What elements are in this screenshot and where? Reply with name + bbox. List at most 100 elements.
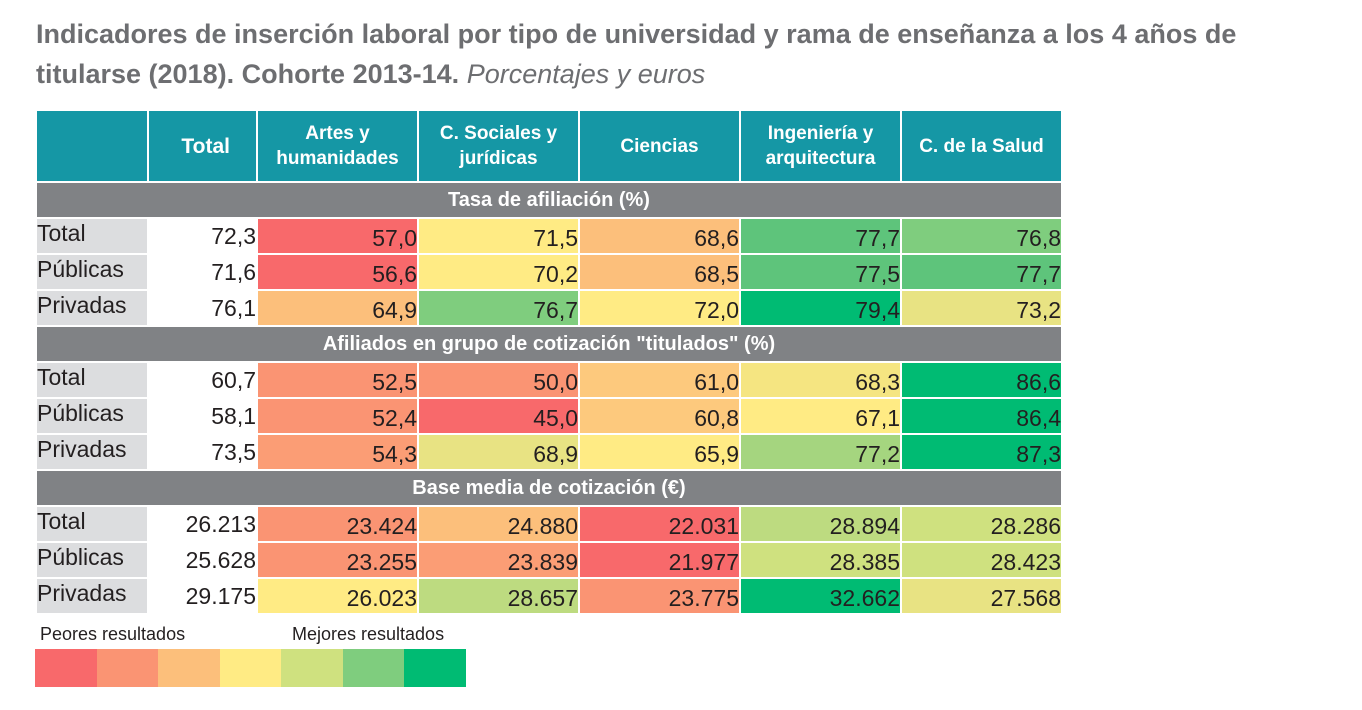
value-cell: 28.657 xyxy=(417,577,580,615)
value-cell: 28.423 xyxy=(900,541,1063,579)
table-header-row: Total Artes y humanidades C. Sociales y jurí… xyxy=(35,109,1063,183)
row-label: Privadas xyxy=(35,577,149,615)
value-cell: 32.662 xyxy=(739,577,902,615)
total-value-cell: 71,6 xyxy=(147,253,258,291)
value-cell: 79,4 xyxy=(739,289,902,327)
value-cell: 56,6 xyxy=(256,253,419,291)
value-cell: 28.894 xyxy=(739,505,902,543)
column-header-label: Total xyxy=(181,134,230,158)
value-cell: 76,7 xyxy=(417,289,580,327)
row-label: Total xyxy=(35,505,149,543)
legend-high-label: Mejores resultados xyxy=(292,624,445,644)
table-body: Tasa de afiliación (%) Total 72,3 57,0 71,5 6… xyxy=(35,181,1063,615)
value-cell: 87,3 xyxy=(900,433,1063,471)
column-header: Total xyxy=(147,109,258,183)
value-cell: 86,4 xyxy=(900,397,1063,435)
value-cell: 70,2 xyxy=(417,253,580,291)
column-header: Artes y humanidades xyxy=(256,109,419,183)
legend-swatch xyxy=(281,649,343,687)
value-cell: 68,6 xyxy=(578,217,741,255)
total-value-cell: 73,5 xyxy=(147,433,258,471)
value-cell: 64,9 xyxy=(256,289,419,327)
value-cell: 23.775 xyxy=(578,577,741,615)
column-header-label: Artes y xyxy=(305,123,370,144)
value-cell: 23.255 xyxy=(256,541,419,579)
chart-title: Indicadores de inserción laboral por tip… xyxy=(36,14,1336,94)
value-cell: 50,0 xyxy=(417,361,580,399)
table-row: Públicas 58,1 52,4 45,0 60,8 67,1 86,4 xyxy=(35,397,1063,435)
table-row: Públicas 71,6 56,6 70,2 68,5 77,5 77,7 xyxy=(35,253,1063,291)
value-cell: 76,8 xyxy=(900,217,1063,255)
table-row: Públicas 25.628 23.255 23.839 21.977 28.385 28… xyxy=(35,541,1063,579)
row-label: Públicas xyxy=(35,397,149,435)
total-value-cell: 58,1 xyxy=(147,397,258,435)
table-row: Total 60,7 52,5 50,0 61,0 68,3 86,6 xyxy=(35,361,1063,399)
value-cell: 61,0 xyxy=(578,361,741,399)
column-header: Ciencias xyxy=(578,109,741,183)
legend-swatch xyxy=(404,649,466,687)
chart-title-main: Indicadores de inserción laboral por tip… xyxy=(36,19,1237,89)
row-label: Públicas xyxy=(35,253,149,291)
value-cell: 24.880 xyxy=(417,505,580,543)
row-label: Total xyxy=(35,361,149,399)
legend-swatch xyxy=(158,649,220,687)
value-cell: 68,3 xyxy=(739,361,902,399)
value-cell: 86,6 xyxy=(900,361,1063,399)
section-header-row: Base media de cotización (€) xyxy=(35,469,1063,507)
value-cell: 77,5 xyxy=(739,253,902,291)
value-cell: 77,7 xyxy=(900,253,1063,291)
table-row: Total 72,3 57,0 71,5 68,6 77,7 76,8 xyxy=(35,217,1063,255)
section-title: Base media de cotización (€) xyxy=(35,469,1063,507)
section-title: Tasa de afiliación (%) xyxy=(35,181,1063,219)
value-cell: 71,5 xyxy=(417,217,580,255)
section-header-row: Tasa de afiliación (%) xyxy=(35,181,1063,219)
value-cell: 73,2 xyxy=(900,289,1063,327)
value-cell: 26.023 xyxy=(256,577,419,615)
total-value-cell: 76,1 xyxy=(147,289,258,327)
table-row: Privadas 73,5 54,3 68,9 65,9 77,2 87,3 xyxy=(35,433,1063,471)
value-cell: 57,0 xyxy=(256,217,419,255)
value-cell: 27.568 xyxy=(900,577,1063,615)
column-header-label: Ingeniería y xyxy=(767,123,874,144)
value-cell: 52,5 xyxy=(256,361,419,399)
table-row: Total 26.213 23.424 24.880 22.031 28.894 28.28… xyxy=(35,505,1063,543)
value-cell: 72,0 xyxy=(578,289,741,327)
value-cell: 68,5 xyxy=(578,253,741,291)
column-header: Ingeniería y arquitectura xyxy=(739,109,902,183)
header-corner-cell xyxy=(35,109,149,183)
value-cell: 68,9 xyxy=(417,433,580,471)
table-row: Privadas 29.175 26.023 28.657 23.775 32.662 27… xyxy=(35,577,1063,615)
column-header-label: C. de la Salud xyxy=(919,135,1044,157)
value-cell: 52,4 xyxy=(256,397,419,435)
total-value-cell: 26.213 xyxy=(147,505,258,543)
total-value-cell: 60,7 xyxy=(147,361,258,399)
legend-swatch xyxy=(342,649,404,687)
column-header-label: C. Sociales y xyxy=(439,123,558,144)
value-cell: 28.385 xyxy=(739,541,902,579)
value-cell: 77,2 xyxy=(739,433,902,471)
value-cell: 60,8 xyxy=(578,397,741,435)
legend-low-label: Peores resultados xyxy=(40,624,186,644)
total-value-cell: 25.628 xyxy=(147,541,258,579)
value-cell: 54,3 xyxy=(256,433,419,471)
indicators-table: Total Artes y humanidades C. Sociales y jurí… xyxy=(35,109,1063,615)
chart-title-units: Porcentajes y euros xyxy=(466,59,706,89)
legend-swatch xyxy=(96,649,158,687)
row-label: Privadas xyxy=(35,289,149,327)
table-row: Privadas 76,1 64,9 76,7 72,0 79,4 73,2 xyxy=(35,289,1063,327)
value-cell: 23.839 xyxy=(417,541,580,579)
column-header-label: jurídicas xyxy=(459,148,538,169)
value-cell: 28.286 xyxy=(900,505,1063,543)
legend-swatch xyxy=(219,649,281,687)
value-cell: 23.424 xyxy=(256,505,419,543)
column-header: C. de la Salud xyxy=(900,109,1063,183)
column-header-label: arquitectura xyxy=(765,148,876,169)
value-cell: 22.031 xyxy=(578,505,741,543)
row-label: Total xyxy=(35,217,149,255)
legend-swatch xyxy=(35,649,97,687)
value-cell: 21.977 xyxy=(578,541,741,579)
column-header-label: Ciencias xyxy=(620,135,699,157)
color-scale-legend: Peores resultados Mejores resultados xyxy=(35,622,475,692)
row-label: Públicas xyxy=(35,541,149,579)
section-header-row: Afiliados en grupo de cotización "titula… xyxy=(35,325,1063,363)
